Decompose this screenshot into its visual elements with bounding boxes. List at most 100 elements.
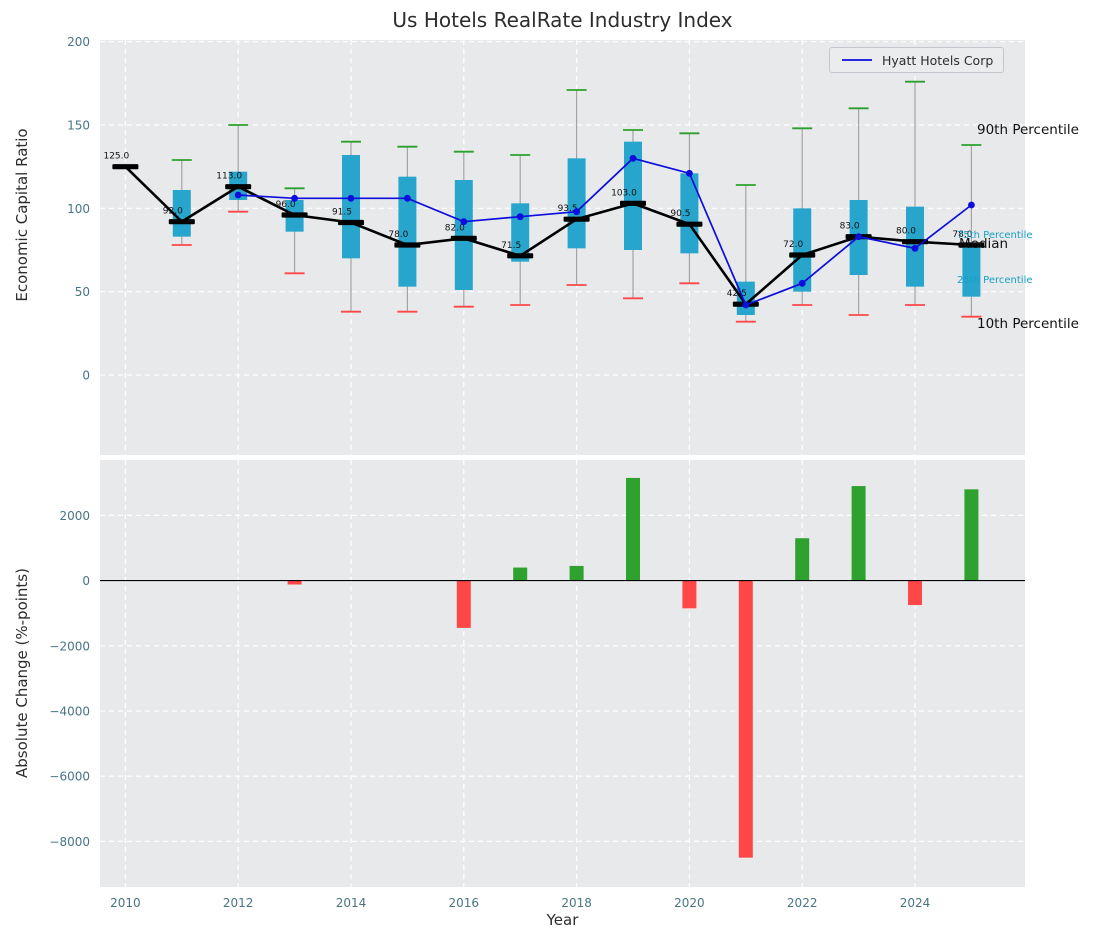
x-tick-label: 2010 — [110, 896, 141, 910]
top-plot-background — [100, 40, 1025, 455]
change-bar — [569, 565, 584, 581]
hyatt-marker — [911, 244, 919, 252]
change-bar — [851, 486, 866, 581]
change-bar — [795, 538, 810, 581]
x-tick-label: 2014 — [336, 896, 367, 910]
hyatt-marker — [403, 194, 411, 202]
x-axis-label: Year — [546, 911, 579, 929]
bottom-plot-background — [100, 460, 1025, 887]
hyatt-marker — [686, 169, 693, 177]
hyatt-line-sample — [842, 59, 872, 61]
median-value-label: 125.0 — [103, 152, 129, 162]
median-marker — [676, 221, 703, 227]
median-value-label: 82.0 — [445, 223, 465, 233]
iqr-box — [793, 208, 812, 292]
top-y-tick-label: 0 — [82, 369, 90, 383]
median-marker — [563, 216, 590, 222]
iqr-box — [172, 190, 191, 237]
bottom-y-tick-label: −4000 — [49, 704, 90, 718]
iqr-box — [962, 243, 981, 297]
median-marker — [337, 219, 364, 226]
hyatt-marker — [629, 154, 637, 162]
median-marker — [394, 242, 421, 248]
median-value-label: 90.5 — [670, 209, 690, 219]
median-line — [124, 165, 972, 307]
bottom-y-tick-label: 0 — [82, 574, 90, 588]
change-bar — [908, 580, 923, 606]
x-tick-label: 2016 — [449, 896, 480, 910]
annotation-75th-percentile: 75th Percentile — [957, 230, 1033, 241]
median-value-label: 71.5 — [501, 241, 521, 251]
median-marker — [507, 253, 534, 259]
bottom-y-tick-label: 2000 — [59, 509, 90, 523]
median-value-label: 92.0 — [163, 207, 183, 217]
median-value-label: 72.0 — [783, 240, 803, 250]
x-tick-label: 2022 — [787, 896, 818, 910]
iqr-box — [567, 158, 586, 249]
change-bar — [456, 580, 471, 628]
bottom-y-tick-label: −2000 — [49, 639, 90, 653]
top-y-tick-label: 100 — [67, 202, 90, 216]
hyatt-marker — [460, 218, 468, 226]
hyatt-marker — [742, 301, 750, 309]
median-value-label: 83.0 — [840, 222, 860, 232]
median-marker — [450, 235, 477, 241]
x-tick-label: 2024 — [900, 896, 931, 910]
bottom-y-tick-label: −6000 — [49, 770, 90, 784]
median-value-label: 42.5 — [727, 289, 747, 299]
change-bar — [964, 489, 979, 581]
median-value-label: 103.0 — [611, 188, 637, 198]
median-value-label: 113.0 — [216, 172, 242, 182]
median-marker — [620, 200, 647, 206]
top-y-axis-label: Economic Capital Ratio — [13, 128, 31, 302]
top-y-tick-label: 200 — [67, 35, 90, 49]
iqr-box — [624, 141, 643, 250]
hyatt-marker — [291, 194, 298, 202]
iqr-box — [454, 180, 473, 290]
hyatt-marker — [516, 213, 524, 221]
iqr-box — [680, 173, 699, 254]
top-y-tick-label: 150 — [67, 119, 90, 133]
bottom-y-axis-label: Absolute Change (%-points) — [13, 568, 31, 778]
annotation-25th-percentile: 25th Percentile — [957, 275, 1033, 286]
x-tick-label: 2018 — [561, 896, 592, 910]
median-marker — [225, 184, 252, 190]
chart-title: Us Hotels RealRate Industry Index — [392, 8, 733, 32]
change-bar — [626, 477, 641, 581]
median-marker — [789, 252, 816, 258]
legend-label: Hyatt Hotels Corp — [882, 52, 994, 68]
median-value-label: 78.0 — [952, 230, 972, 240]
median-value-label: 93.5 — [558, 204, 578, 214]
iqr-box — [341, 155, 360, 259]
hyatt-marker — [798, 279, 806, 287]
annotation-10th-percentile: 10th Percentile — [977, 316, 1079, 332]
hyatt-marker — [855, 233, 863, 241]
change-bar — [738, 580, 753, 858]
median-marker — [168, 219, 195, 225]
hyatt-marker — [968, 201, 975, 209]
hyatt-marker — [234, 191, 242, 199]
change-bar — [513, 567, 528, 581]
annotation-90th-percentile: 90th Percentile — [977, 122, 1079, 138]
median-marker — [958, 242, 985, 248]
iqr-box — [398, 176, 417, 287]
median-value-label: 80.0 — [896, 227, 916, 237]
median-value-label: 78.0 — [388, 230, 408, 240]
bottom-y-tick-label: −8000 — [49, 835, 90, 849]
median-marker — [112, 164, 139, 170]
hyatt-line — [238, 157, 972, 307]
median-value-label: 91.5 — [332, 208, 352, 218]
x-tick-label: 2012 — [223, 896, 254, 910]
change-bar — [287, 580, 302, 585]
annotation-median: Median — [959, 236, 1009, 252]
median-marker — [281, 212, 308, 218]
legend: Hyatt Hotels Corp — [829, 47, 1005, 73]
hyatt-marker — [573, 208, 581, 216]
top-y-tick-label: 50 — [75, 285, 90, 299]
change-bar — [682, 580, 697, 609]
hyatt-marker — [347, 194, 355, 202]
median-value-label: 96.0 — [276, 200, 296, 210]
x-tick-label: 2020 — [674, 896, 705, 910]
